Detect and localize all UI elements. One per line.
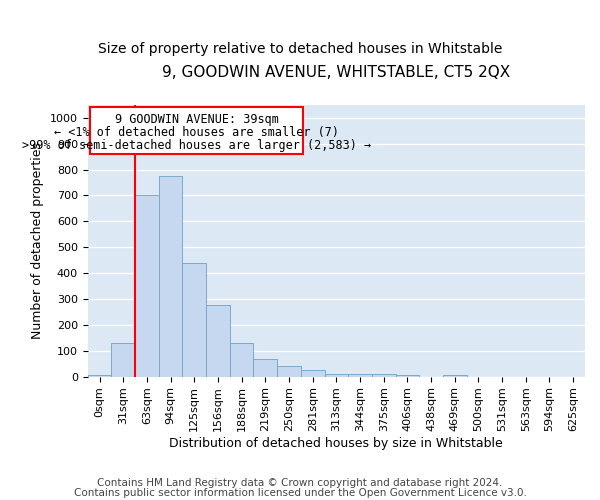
Bar [159,176,182,376]
Bar [372,374,395,376]
Bar [90,108,303,154]
Bar [348,374,372,376]
Bar [443,375,467,376]
Bar [206,306,230,376]
Text: Contains public sector information licensed under the Open Government Licence v3: Contains public sector information licen… [74,488,526,498]
Bar [230,343,253,376]
Text: Size of property relative to detached houses in Whitstable: Size of property relative to detached ho… [98,42,502,56]
Text: 9 GOODWIN AVENUE: 39sqm: 9 GOODWIN AVENUE: 39sqm [115,112,278,126]
Bar [88,375,112,376]
X-axis label: Distribution of detached houses by size in Whitstable: Distribution of detached houses by size … [169,437,503,450]
Bar [112,343,135,376]
Text: >99% of semi-detached houses are larger (2,583) →: >99% of semi-detached houses are larger … [22,139,371,152]
Bar [325,374,348,376]
Title: 9, GOODWIN AVENUE, WHITSTABLE, CT5 2QX: 9, GOODWIN AVENUE, WHITSTABLE, CT5 2QX [162,65,511,80]
Bar [277,366,301,376]
Text: Contains HM Land Registry data © Crown copyright and database right 2024.: Contains HM Land Registry data © Crown c… [97,478,503,488]
Bar [135,196,159,376]
Bar [253,358,277,376]
Y-axis label: Number of detached properties: Number of detached properties [31,142,44,340]
Text: ← <1% of detached houses are smaller (7): ← <1% of detached houses are smaller (7) [54,126,339,139]
Bar [182,263,206,376]
Bar [301,370,325,376]
